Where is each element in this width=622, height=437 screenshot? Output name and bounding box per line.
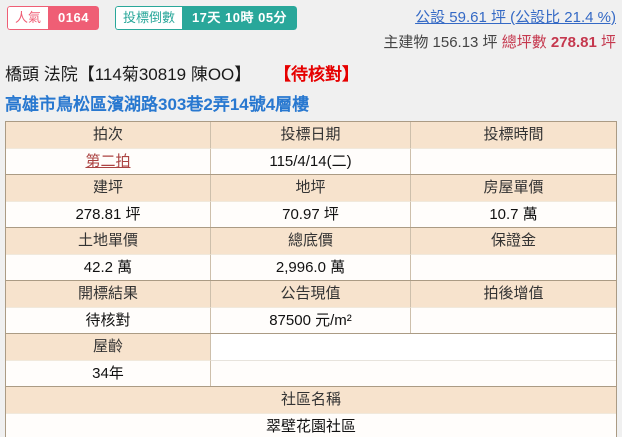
property-address: 高雄市鳥松區濱湖路303巷2弄14號4層樓 [5, 95, 310, 114]
header-building-ping: 建坪 [6, 175, 211, 201]
header-deposit: 保證金 [411, 228, 616, 254]
countdown-value: 17天 10時 05分 [181, 6, 298, 30]
header-bid-date: 投標日期 [210, 122, 412, 148]
header-announced-value: 公告現值 [210, 281, 412, 307]
header-bid-time: 投標時間 [411, 122, 616, 148]
case-title: 橋頭 法院【114菊30819 陳OO】 [5, 65, 252, 84]
building-ping-value: 278.81 坪 [6, 201, 211, 227]
deposit-value [411, 254, 616, 280]
countdown-label: 投標倒數 [114, 6, 182, 30]
header-round: 拍次 [6, 122, 211, 148]
land-ping-value: 70.97 坪 [210, 201, 412, 227]
house-age-value: 34年 [6, 360, 211, 386]
bid-date-value: 115/4/14(二) [210, 148, 412, 174]
total-ping-value: 278.81 [550, 34, 597, 51]
house-age-empty-value [210, 360, 616, 386]
popularity-badge: 人氣 0164 [7, 6, 99, 30]
bid-time-value [411, 148, 616, 174]
header-community-name: 社區名稱 [6, 387, 616, 413]
total-base-price-value: 2,996.0 萬 [210, 254, 412, 280]
round-link[interactable]: 第二拍 [85, 153, 131, 170]
community-group: 社區名稱 翠壁花園社區 [5, 387, 617, 437]
header-land-ping: 地坪 [210, 175, 412, 201]
post-auction-gain-value [411, 307, 616, 333]
common-area-link[interactable]: 公設 59.61 坪 (公設比 21.4 %) [415, 9, 616, 26]
header-land-unit-price: 土地單價 [6, 228, 211, 254]
auction-table: 拍次 投標日期 投標時間 第二拍 115/4/14(二) 建坪 地坪 房屋單價 … [5, 121, 617, 437]
round-cell: 第二拍 [6, 148, 211, 174]
community-name-value: 翠壁花園社區 [6, 413, 616, 437]
auction-round-group: 拍次 投標日期 投標時間 第二拍 115/4/14(二) [5, 121, 617, 175]
header-open-result: 開標結果 [6, 281, 211, 307]
total-ping-label: 總坪數 [501, 34, 547, 51]
popularity-count: 0164 [48, 6, 99, 30]
top-bar: 人氣 0164 投標倒數 17天 10時 05分 公設 59.61 坪 (公設比… [0, 0, 622, 56]
land-unit-price-value: 42.2 萬 [6, 254, 211, 280]
case-title-line: 橋頭 法院【114菊30819 陳OO】 【待核對】 [0, 56, 622, 87]
area-summary: 公設 59.61 坪 (公設比 21.4 %) 主建物 156.13 坪 總坪數… [383, 5, 616, 55]
house-age-group: 屋齡 34年 [5, 334, 617, 387]
house-unit-price-value: 10.7 萬 [411, 201, 616, 227]
total-ping-unit: 坪 [600, 34, 616, 51]
header-post-auction-gain: 拍後增值 [411, 281, 616, 307]
header-house-unit-price: 房屋單價 [411, 175, 616, 201]
status-badge: 【待核對】 [274, 65, 360, 84]
popularity-label: 人氣 [7, 6, 49, 30]
badge-group: 人氣 0164 投標倒數 17天 10時 05分 [7, 5, 298, 30]
house-age-empty-header [210, 334, 616, 360]
header-house-age: 屋齡 [6, 334, 211, 360]
total-ping: 總坪數 278.81 坪 [502, 34, 616, 51]
price-deposit-group: 土地單價 總底價 保證金 42.2 萬 2,996.0 萬 [5, 228, 617, 281]
result-group: 開標結果 公告現值 拍後增值 待核對 87500 元/m² [5, 281, 617, 334]
header-total-base-price: 總底價 [210, 228, 412, 254]
announced-value: 87500 元/m² [210, 307, 412, 333]
open-result-value: 待核對 [6, 307, 211, 333]
main-building-area: 主建物 156.13 坪 [383, 34, 498, 51]
bid-countdown-badge: 投標倒數 17天 10時 05分 [114, 6, 298, 30]
area-price-group: 建坪 地坪 房屋單價 278.81 坪 70.97 坪 10.7 萬 [5, 175, 617, 228]
